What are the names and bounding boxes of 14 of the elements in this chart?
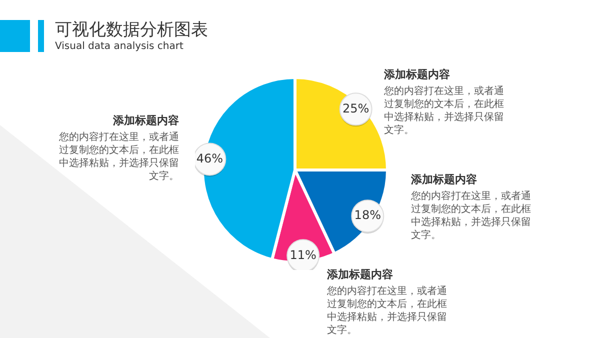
chart-title: 可视化数据分析图表 bbox=[55, 19, 208, 41]
slice-label: 添加标题内容 bbox=[384, 67, 451, 82]
data-label: 18% bbox=[354, 208, 381, 222]
text: 您的内容打在这里，或者通过复制您的文本后，在此框中选择粘贴，并选择只保留文字。 bbox=[411, 190, 532, 242]
chart-subtitle: Visual data analysis chart bbox=[55, 41, 184, 52]
text: 您的内容打在这里，或者通过复制您的文本后，在此框中选择粘贴，并选择只保留文字。 bbox=[327, 285, 448, 337]
slice-label: 添加标题内容 bbox=[411, 172, 478, 187]
slice-label: 添加标题内容 bbox=[327, 267, 394, 282]
data-label: 25% bbox=[342, 101, 370, 116]
data-label: 46% bbox=[196, 151, 223, 166]
slice-label: 添加标题内容 bbox=[112, 113, 179, 128]
data-label: 11% bbox=[290, 248, 316, 262]
text: 您的内容打在这里，或者通过复制您的文本后，在此框中选择粘贴，并选择只保留文字。 bbox=[384, 85, 505, 137]
text: 您的内容打在这里，或者通过复制您的文本后，在此框中选择粘贴，并选择只保留文字。 bbox=[58, 131, 179, 183]
